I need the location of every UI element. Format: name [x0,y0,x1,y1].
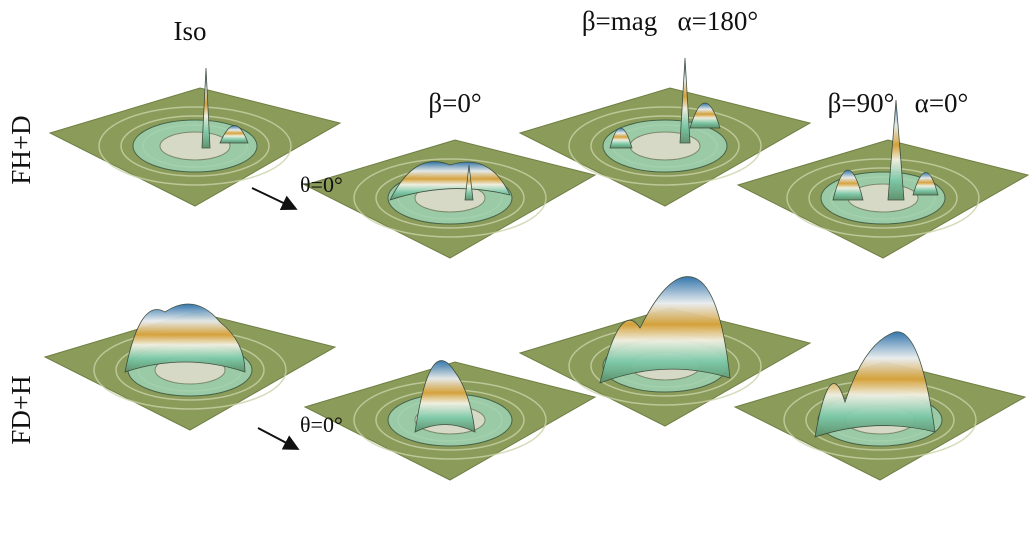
row-label: FD+H [6,375,36,444]
column-label: β=0° [428,88,481,118]
row-label: FH+D [6,115,36,184]
surface-plots [45,58,1028,480]
column-label: Iso [174,16,207,46]
surface-plot [50,68,340,206]
surface-plot [305,140,595,258]
angle-label: θ=0° [300,172,343,197]
column-label: β=90° α=0° [828,88,969,118]
inner-ring [160,132,230,160]
surface-peak [815,332,935,437]
direction-arrow [258,428,296,448]
surface-peak [600,277,730,383]
surface-plot [305,361,595,480]
surface-peak [125,304,245,372]
column-label: β=mag α=180° [582,6,758,36]
angle-label: θ=0° [300,412,343,437]
direction-arrow [252,188,294,208]
surface-plot [45,304,335,430]
figure: Iso β=0° β=mag α=180° β=90° α=0° FH+D FD… [0,0,1030,534]
